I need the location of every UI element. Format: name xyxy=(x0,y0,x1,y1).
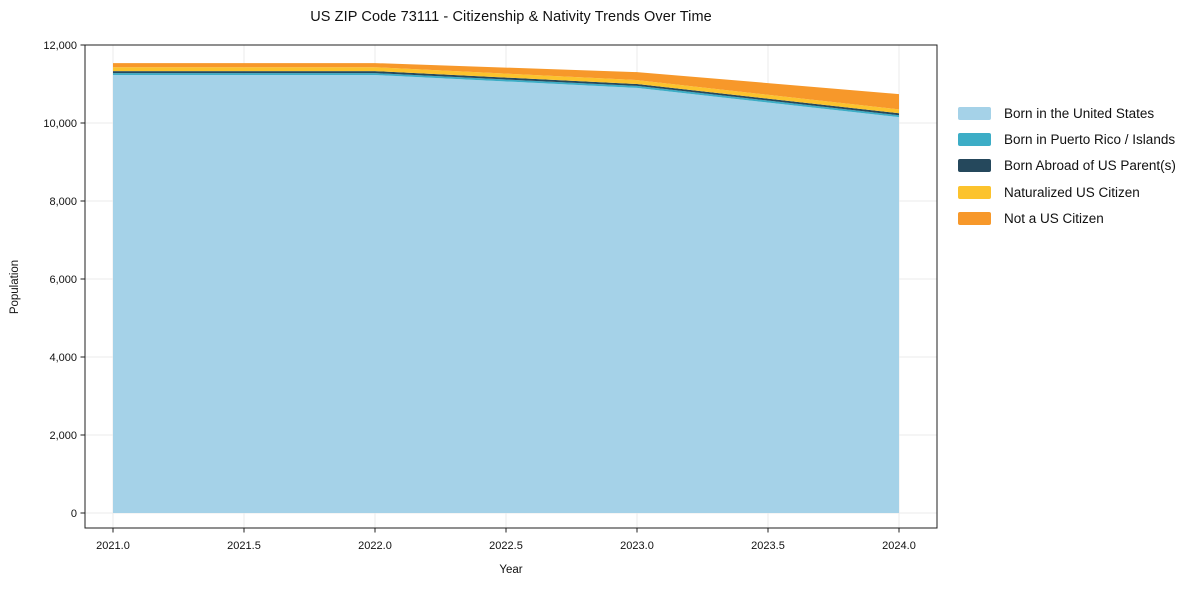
y-tick-label: 4,000 xyxy=(49,352,77,364)
legend-item: Born in Puerto Rico / Islands xyxy=(958,126,1176,152)
y-tick-label: 0 xyxy=(71,508,77,520)
y-tick-label: 10,000 xyxy=(43,118,77,130)
area-layer xyxy=(113,63,899,110)
area-layer xyxy=(113,75,899,513)
legend-label: Naturalized US Citizen xyxy=(1004,184,1140,200)
legend-item: Naturalized US Citizen xyxy=(958,179,1176,205)
y-axis-label: Population xyxy=(9,259,21,315)
chart-title: US ZIP Code 73111 - Citizenship & Nativi… xyxy=(310,9,712,25)
x-axis-label: Year xyxy=(499,564,523,576)
legend-swatch xyxy=(958,185,991,199)
legend-swatch xyxy=(958,211,991,225)
x-tick-label: 2023.0 xyxy=(620,540,654,552)
legend: Born in the United States Born in Puerto … xyxy=(958,100,1176,231)
x-tick-label: 2023.5 xyxy=(751,540,785,552)
x-tick-label: 2021.0 xyxy=(96,540,130,552)
legend-label: Born in Puerto Rico / Islands xyxy=(1004,131,1176,147)
x-tick-label: 2022.5 xyxy=(489,540,523,552)
legend-swatch xyxy=(958,106,991,120)
legend-label: Born in the United States xyxy=(1004,105,1155,121)
legend-item: Born Abroad of US Parent(s) xyxy=(958,153,1176,179)
x-tick-label: 2021.5 xyxy=(227,540,261,552)
plot-border xyxy=(84,44,938,529)
y-tick-label: 2,000 xyxy=(49,430,77,442)
legend-swatch xyxy=(958,132,991,146)
legend-swatch xyxy=(958,159,991,173)
legend-label: Not a US Citizen xyxy=(1004,210,1104,226)
x-tick-label: 2022.0 xyxy=(358,540,392,552)
x-tick-label: 2024.0 xyxy=(882,540,916,552)
y-tick-label: 12,000 xyxy=(43,40,77,52)
legend-item: Born in the United States xyxy=(958,100,1176,126)
legend-label: Born Abroad of US Parent(s) xyxy=(1004,158,1176,174)
area-layer xyxy=(113,67,899,114)
y-tick-label: 8,000 xyxy=(49,196,77,208)
legend-item: Not a US Citizen xyxy=(958,205,1176,231)
y-tick-label: 6,000 xyxy=(49,274,77,286)
